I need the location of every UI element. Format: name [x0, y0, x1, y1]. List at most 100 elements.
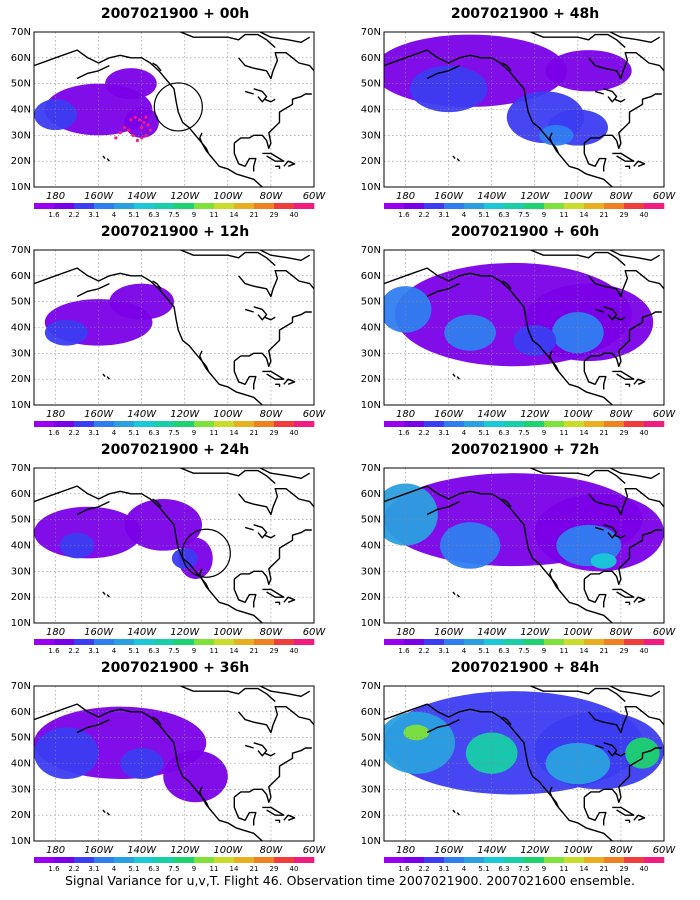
colorbar-swatch	[54, 421, 75, 427]
map-panel: 2007021900 + 24h 70N 60N 50N 40N 30N 20N 10N 180…	[0, 436, 350, 655]
colorbar-label: 6.3	[498, 211, 509, 219]
variance-contour	[59, 532, 95, 559]
latitude-label: 60N	[361, 271, 381, 282]
coastline	[180, 686, 276, 703]
variance-contour	[545, 50, 632, 92]
coastline	[233, 143, 257, 172]
colorbar-label: 40	[640, 647, 649, 655]
longitude-label: 100W	[563, 845, 593, 856]
colorbar-label: 5.1	[478, 429, 489, 437]
map-panel: 2007021900 + 36h 70N 60N 50N 40N 30N 20N 10N 180…	[0, 654, 350, 873]
coastline	[244, 308, 254, 313]
coastline	[199, 350, 210, 372]
coastline	[34, 485, 263, 623]
colorbar-swatch	[624, 639, 645, 645]
colorbar-swatch	[444, 639, 465, 645]
colorbar-swatch	[214, 639, 235, 645]
longitude-label: 180	[396, 409, 415, 420]
latitude-label: 60N	[11, 707, 31, 718]
variance-contour	[513, 324, 557, 356]
colorbar-label: 5.1	[128, 647, 139, 655]
latitude-label: 20N	[11, 592, 31, 603]
colorbar-label: 4	[462, 429, 467, 437]
coastline	[633, 596, 646, 603]
coastline	[34, 267, 263, 405]
colorbar-label: 2.2	[418, 211, 429, 219]
coastline	[102, 155, 106, 160]
latitude-label: 60N	[11, 271, 31, 282]
coastline	[614, 752, 626, 757]
coastline	[199, 786, 210, 808]
colorbar-label: 5.1	[128, 211, 139, 219]
longitude-label: 80W	[610, 845, 634, 856]
colorbar-swatch	[214, 203, 235, 209]
coastline	[612, 370, 635, 380]
longitude-label: 160W	[84, 845, 114, 856]
colorbar-swatch	[544, 203, 565, 209]
longitude-label: 160W	[84, 409, 114, 420]
colorbar-label: 5.1	[478, 211, 489, 219]
map-frame	[33, 31, 315, 188]
map-panel: 2007021900 + 60h 70N 60N 50N 40N 30N 20N 10N 180…	[350, 218, 700, 437]
flight-track-dot	[135, 138, 139, 143]
colorbar-swatch	[134, 421, 155, 427]
colorbar-label: 9	[192, 429, 196, 437]
flight-track-dot	[142, 120, 146, 125]
latitude-label: 30N	[11, 348, 31, 359]
colorbar-label: 21	[250, 647, 259, 655]
coastline	[264, 752, 276, 757]
colorbar-label: 5.1	[128, 429, 139, 437]
longitude-label: 180	[46, 845, 65, 856]
latitude-label: 30N	[11, 130, 31, 141]
latitude-label: 40N	[361, 105, 381, 116]
colorbar-label: 40	[640, 211, 649, 219]
colorbar-swatch	[524, 203, 545, 209]
map-frame	[383, 685, 665, 842]
coastline	[612, 588, 635, 598]
colorbar-label: 2.2	[68, 865, 79, 873]
longitude-label: 120W	[170, 409, 200, 420]
colorbar-label: 11	[560, 429, 569, 437]
colorbar-label: 9	[542, 211, 546, 219]
coastline	[583, 579, 607, 608]
map-panel: 2007021900 + 48h 70N 60N 50N 40N 30N 20N 10N 180…	[350, 0, 700, 219]
colorbar-swatch	[294, 421, 315, 427]
flight-target-circle	[181, 528, 231, 578]
coastline	[76, 64, 110, 80]
colorbar-label: 40	[290, 211, 299, 219]
coastline	[426, 718, 460, 734]
colorbar-swatch	[544, 639, 565, 645]
colorbar-swatch	[34, 639, 55, 645]
coastline	[456, 376, 460, 380]
colorbar-label: 1.6	[48, 211, 60, 219]
colorbar-label: 6.3	[148, 647, 159, 655]
flight-track-dot	[144, 115, 148, 119]
coastline	[583, 747, 662, 803]
longitude-label: 160W	[84, 191, 114, 202]
panel-title: 2007021900 + 48h	[450, 6, 600, 22]
variance-contour	[109, 283, 174, 320]
variance-contour	[34, 99, 78, 131]
longitude-label: 140W	[127, 191, 157, 202]
colorbar-label: 21	[600, 647, 609, 655]
coastline	[588, 52, 664, 80]
coastline	[549, 350, 560, 372]
colorbar-swatch	[524, 639, 545, 645]
colorbar-swatch	[54, 203, 75, 209]
colorbar-label: 11	[210, 865, 219, 873]
colorbar-label: 29	[270, 429, 279, 437]
coastline	[609, 686, 661, 697]
coastline	[233, 311, 312, 367]
colorbar-swatch	[254, 421, 275, 427]
flight-track-dot	[137, 118, 142, 122]
longitude-label: 180	[396, 627, 415, 638]
coastline	[275, 819, 281, 823]
colorbar-swatch	[624, 857, 645, 863]
coastline	[152, 280, 162, 290]
flight-track-dot	[133, 115, 137, 119]
colorbar-label: 3.1	[438, 429, 449, 437]
coastline	[264, 98, 276, 103]
latitude-label: 60N	[361, 489, 381, 500]
latitude-label: 50N	[361, 297, 381, 308]
latitude-label: 20N	[361, 592, 381, 603]
